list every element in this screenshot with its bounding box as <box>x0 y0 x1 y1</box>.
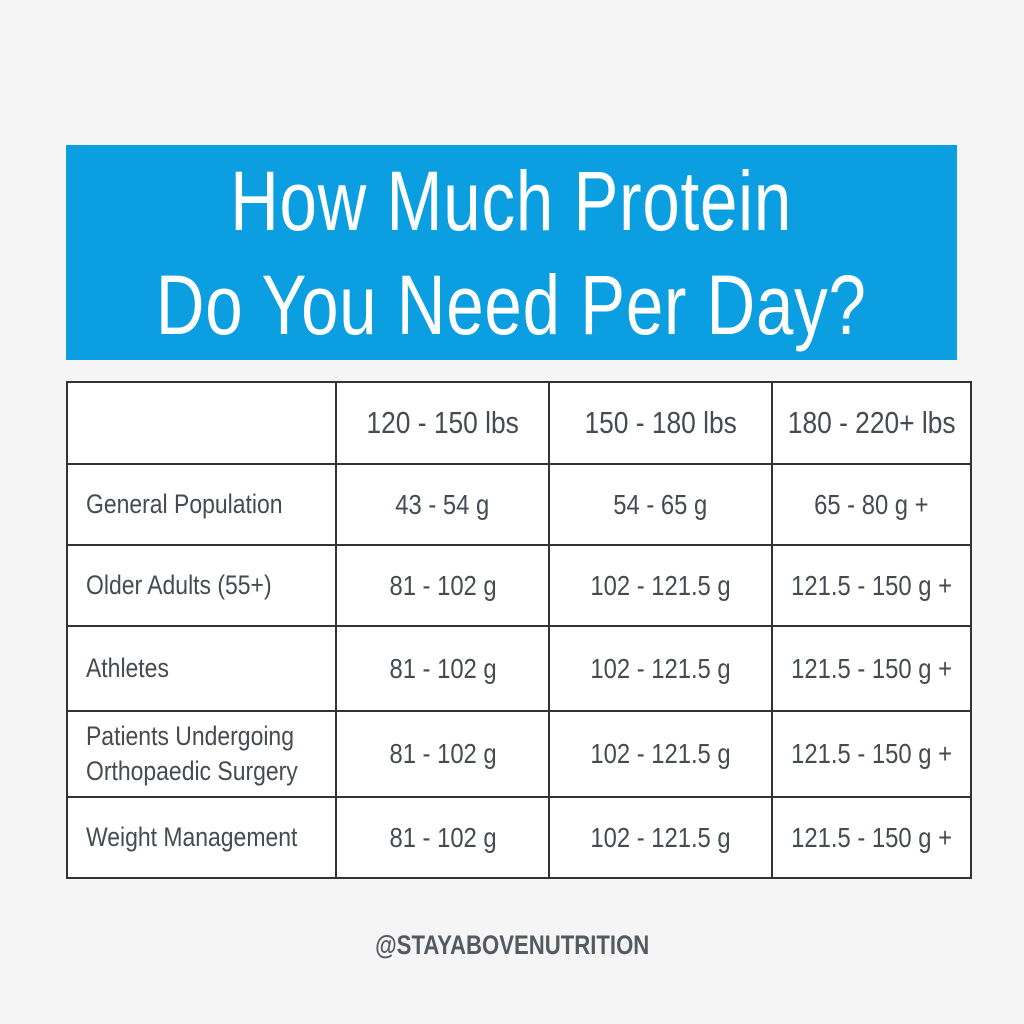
cell: 102 - 121.5 g <box>548 625 774 712</box>
title-line-2: Do You Need Per Day? <box>156 257 867 352</box>
row-label: Older Adults (55+) <box>65 544 338 627</box>
cell: 43 - 54 g <box>335 463 551 546</box>
row-label: General Population <box>65 463 338 546</box>
protein-table: 120 - 150 lbs 150 - 180 lbs 180 - 220+ l… <box>65 381 973 879</box>
cell: 81 - 102 g <box>335 625 551 712</box>
header-row: 120 - 150 lbs 150 - 180 lbs 180 - 220+ l… <box>65 381 973 465</box>
table-row: General Population 43 - 54 g 54 - 65 g 6… <box>65 463 973 546</box>
row-label: Weight Management <box>65 796 338 879</box>
table-row: Patients Undergoing Orthopaedic Surgery 8… <box>65 710 973 798</box>
table-row: Weight Management 81 - 102 g 102 - 121.5… <box>65 796 973 879</box>
table-row: Athletes 81 - 102 g 102 - 121.5 g 121.5 … <box>65 625 973 712</box>
cell: 121.5 - 150 g + <box>771 710 973 798</box>
cell: 121.5 - 150 g + <box>771 544 973 627</box>
social-handle: @STAYABOVENUTRITION <box>374 930 650 960</box>
header-120-150: 120 - 150 lbs <box>335 381 551 465</box>
cell: 102 - 121.5 g <box>548 710 774 798</box>
cell: 54 - 65 g <box>548 463 774 546</box>
row-label: Athletes <box>65 625 338 712</box>
cell: 81 - 102 g <box>335 544 551 627</box>
cell: 102 - 121.5 g <box>548 544 774 627</box>
cell: 121.5 - 150 g + <box>771 796 973 879</box>
title-banner: How Much Protein Do You Need Per Day? <box>66 145 957 360</box>
row-label: Patients Undergoing Orthopaedic Surgery <box>65 710 338 798</box>
cell: 81 - 102 g <box>335 710 551 798</box>
cell: 65 - 80 g + <box>771 463 973 546</box>
title-line-1: How Much Protein <box>230 153 793 248</box>
header-180-220: 180 - 220+ lbs <box>771 381 973 465</box>
header-empty <box>65 381 338 465</box>
cell: 81 - 102 g <box>335 796 551 879</box>
table-row: Older Adults (55+) 81 - 102 g 102 - 121.… <box>65 544 973 627</box>
header-150-180: 150 - 180 lbs <box>548 381 774 465</box>
cell: 102 - 121.5 g <box>548 796 774 879</box>
cell: 121.5 - 150 g + <box>771 625 973 712</box>
